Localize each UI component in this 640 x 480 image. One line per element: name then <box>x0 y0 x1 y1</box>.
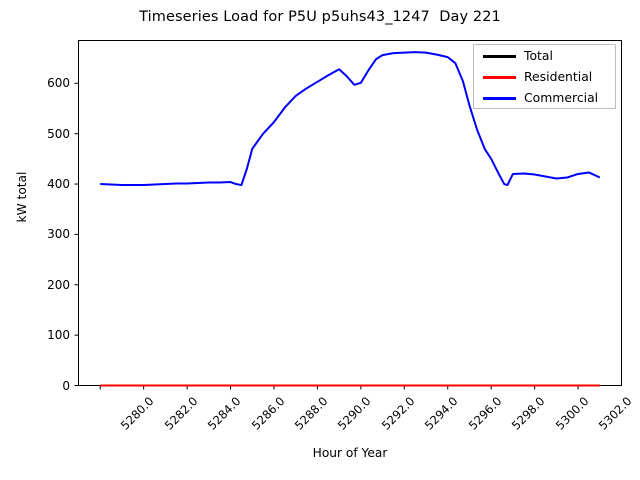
legend-swatch-total <box>483 55 516 58</box>
chart-title: Timeseries Load for P5U p5uhs43_1247 Day… <box>139 9 501 25</box>
y-tick-label: 200 <box>47 277 70 292</box>
y-tick-label: 500 <box>47 126 70 141</box>
legend-item[interactable]: Commercial <box>474 88 615 109</box>
y-axis-tick-marks <box>74 82 79 386</box>
y-tick-label: 0 <box>62 378 70 393</box>
chart-legend: Total Residential Commercial <box>473 44 616 109</box>
legend-label: Total <box>524 48 553 63</box>
y-tick-label: 600 <box>47 76 70 91</box>
legend-swatch-residential <box>483 76 516 79</box>
y-tick-label: 300 <box>47 227 70 242</box>
data-series-group <box>100 51 601 387</box>
legend-item[interactable]: Residential <box>474 67 615 88</box>
legend-label: Residential <box>524 69 593 84</box>
series-line-commercial <box>100 51 601 187</box>
x-axis-label: Hour of Year <box>312 446 388 460</box>
legend-item[interactable]: Total <box>474 46 615 67</box>
legend-swatch-commercial <box>483 97 516 100</box>
legend-label: Commercial <box>524 90 599 105</box>
y-tick-label: 400 <box>47 177 70 192</box>
y-tick-label: 100 <box>47 328 70 343</box>
